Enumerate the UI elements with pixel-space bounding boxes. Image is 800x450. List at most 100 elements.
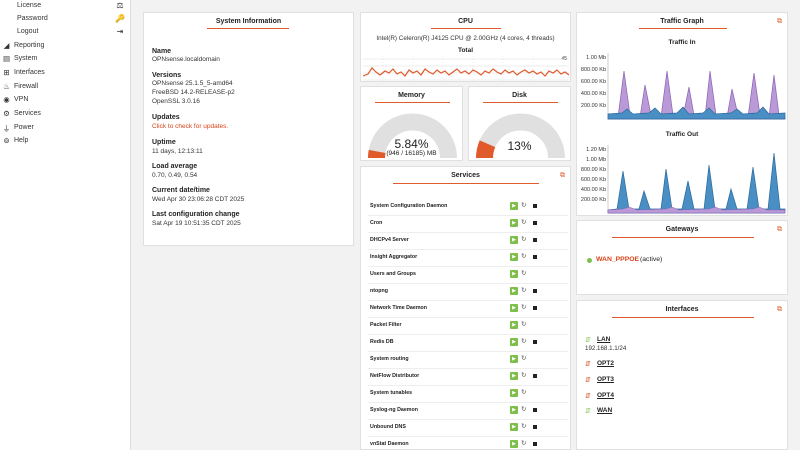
panel-title: Disk [512,92,527,99]
restart-icon[interactable]: ↻ [521,219,527,226]
interface-address: 192.168.1.1/24 [585,345,627,352]
play-icon[interactable]: ▶ [510,372,518,380]
traffic-in-chart: 1.00 Mb 800.00 Kb 600.00 Kb 400.00 Kb 20… [581,53,786,120]
service-name: DHCPv4 Server [370,237,409,243]
fire-icon: ♨ [3,82,10,91]
services-panel: Services ⧉ System Configuration Daemon ▶ ↻… [360,166,571,450]
stop-icon[interactable] [533,408,537,412]
restart-icon[interactable]: ↻ [521,236,527,243]
sidebar-item-label: Services [14,110,41,117]
service-row: vnStat Daemon ▶ ↻ [368,437,568,450]
panel-title: System Information [215,18,282,25]
check-updates-link[interactable]: Click to check for updates. [152,123,229,130]
last-config-label: Last configuration change [152,211,240,218]
memory-panel: Memory 5.84% (946 / 16185) MB [360,86,463,161]
y-tick-label: 1.20 Mb [586,147,606,153]
load-average-value: 0.70, 0.49, 0.54 [152,172,198,179]
external-link-icon[interactable]: ⧉ [777,18,782,25]
cpu-panel: CPU Intel(R) Celeron(R) J4125 CPU @ 2.00… [360,12,571,82]
gauge-track [368,113,457,159]
service-name: Network Time Daemon [370,305,428,311]
play-icon[interactable]: ▶ [510,202,518,210]
interface-name-link[interactable]: OPT4 [597,392,614,399]
restart-icon[interactable]: ↻ [521,304,527,311]
restart-icon[interactable]: ↻ [521,406,527,413]
service-row: System routing ▶ ↻ [368,352,568,369]
interface-name-link[interactable]: WAN [597,407,613,414]
sidebar-item-firewall[interactable]: ♨ Firewall [0,82,131,95]
play-icon[interactable]: ▶ [510,321,518,329]
sidebar-item-interfaces[interactable]: ⊞ Interfaces [0,68,131,81]
restart-icon[interactable]: ↻ [521,287,527,294]
restart-icon[interactable]: ↻ [521,321,527,328]
play-icon[interactable]: ▶ [510,423,518,431]
sidebar-item-license[interactable]: License ⚖ [0,1,131,14]
play-icon[interactable]: ▶ [510,389,518,397]
interface-name-link[interactable]: LAN [597,336,611,343]
sidebar-item-label: License [17,2,42,9]
stop-icon[interactable] [533,255,537,259]
play-icon[interactable]: ▶ [510,355,518,363]
restart-icon[interactable]: ↻ [521,389,527,396]
external-link-icon[interactable]: ⧉ [777,306,782,313]
restart-icon[interactable]: ↻ [521,423,527,430]
stop-icon[interactable] [533,425,537,429]
interface-name-link[interactable]: OPT2 [597,360,614,367]
stop-icon[interactable] [533,442,537,446]
sidebar-item-help[interactable]: ⊚ Help [0,136,131,149]
sidebar-item-password[interactable]: Password 🔑 [0,14,131,27]
ethernet-up-icon: ⇵ [585,337,591,344]
external-link-icon[interactable]: ⧉ [560,172,565,179]
stop-icon[interactable] [533,238,537,242]
play-icon[interactable]: ▶ [510,287,518,295]
interface-name-link[interactable]: OPT3 [597,376,614,383]
version-line: OPNsense 25.1.5_5-amd64 [152,80,233,87]
play-icon[interactable]: ▶ [510,304,518,312]
restart-icon[interactable]: ↻ [521,253,527,260]
play-icon[interactable]: ▶ [510,236,518,244]
traffic-out-title: Traffic Out [665,131,699,138]
restart-icon[interactable]: ↻ [521,440,527,447]
y-tick-label: 400.00 Kb [581,187,606,193]
sidebar-item-reporting[interactable]: ◢ Reporting [0,41,131,54]
restart-icon[interactable]: ↻ [521,372,527,379]
stop-icon[interactable] [533,221,537,225]
sidebar-item-logout[interactable]: Logout ⇥ [0,27,131,40]
ethernet-down-icon: ⇵ [585,393,591,400]
sidebar-item-power[interactable]: ⏚ Power [0,123,131,136]
play-icon[interactable]: ▶ [510,440,518,448]
external-link-icon[interactable]: ⧉ [777,226,782,233]
sidebar-item-label: Password [17,15,48,22]
sidebar-item-vpn[interactable]: ◉ VPN [0,95,131,108]
panel-title: Memory [398,92,425,99]
restart-icon[interactable]: ↻ [521,355,527,362]
sitemap-icon: ⊞ [3,68,10,77]
restart-icon[interactable]: ↻ [521,338,527,345]
play-icon[interactable]: ▶ [510,270,518,278]
stop-icon[interactable] [533,306,537,310]
last-config-value: Sat Apr 19 10:51:35 CDT 2025 [152,220,241,227]
play-icon[interactable]: ▶ [510,253,518,261]
service-name: Insight Aggregator [370,254,418,260]
play-icon[interactable]: ▶ [510,406,518,414]
stop-icon[interactable] [533,204,537,208]
play-icon[interactable]: ▶ [510,219,518,227]
service-name: System Configuration Daemon [370,203,448,209]
y-tick-label: 800.00 Kb [581,167,606,173]
gateways-panel: Gateways ⧉ WAN_PPPOE (active) [576,220,788,295]
restart-icon[interactable]: ↻ [521,270,527,277]
stop-icon[interactable] [533,340,537,344]
y-tick-label: 200.00 Kb [581,103,606,109]
sidebar-item-system[interactable]: ▤ System [0,54,131,67]
cpu-model: Intel(R) Celeron(R) J4125 CPU @ 2.00GHz … [376,35,555,42]
stop-icon[interactable] [533,289,537,293]
gateway-status-dot [587,258,592,263]
cpu-sparkline [363,56,569,81]
stop-icon[interactable] [533,374,537,378]
sidebar-item-services[interactable]: ⚙ Services [0,109,131,122]
traffic-in-title: Traffic In [668,39,696,46]
gateway-name-link[interactable]: WAN_PPPOE [596,256,640,263]
restart-icon[interactable]: ↻ [521,202,527,209]
play-icon[interactable]: ▶ [510,338,518,346]
interfaces-panel: Interfaces ⧉ ⇵ LAN 192.168.1.1/24 ⇵ OPT2… [576,300,788,450]
